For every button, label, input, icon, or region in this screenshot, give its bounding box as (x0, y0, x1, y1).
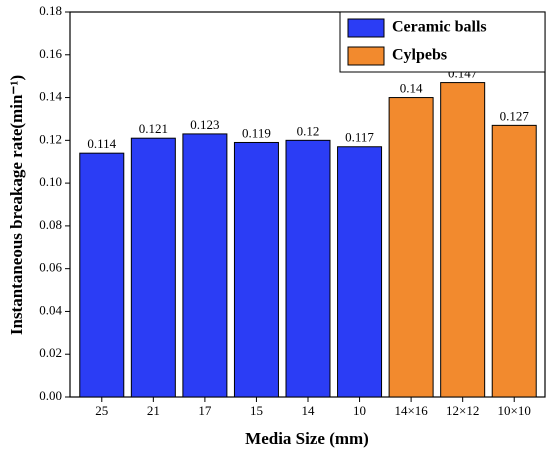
data-label: 0.119 (242, 125, 271, 140)
bar (491, 124, 537, 398)
x-tick-label: 10 (353, 403, 366, 418)
bar (388, 97, 434, 398)
bar (79, 152, 125, 398)
x-tick-label: 15 (250, 403, 263, 418)
x-tick-label: 21 (147, 403, 160, 418)
legend-swatch (347, 18, 385, 38)
data-label: 0.123 (190, 117, 219, 132)
bar (440, 82, 486, 398)
x-tick-label: 17 (198, 403, 212, 418)
x-tick-label: 12×12 (446, 403, 479, 418)
bar (337, 146, 383, 398)
y-tick-label: 0.10 (39, 174, 62, 189)
y-tick-label: 0.16 (39, 46, 62, 61)
data-label: 0.117 (345, 130, 374, 145)
x-tick-label: 25 (95, 403, 108, 418)
x-tick-label: 14 (302, 403, 316, 418)
y-tick-label: 0.04 (39, 302, 62, 317)
bar (233, 141, 279, 398)
x-axis-title: Media Size (mm) (245, 429, 369, 448)
y-tick-label: 0.18 (39, 3, 62, 18)
data-label: 0.114 (87, 136, 116, 151)
y-axis-title: Instantaneous breakage rate(min⁻¹) (7, 75, 26, 335)
data-label: 0.12 (297, 123, 320, 138)
data-label: 0.127 (500, 108, 530, 123)
legend-label: Ceramic balls (392, 19, 487, 36)
bar (182, 133, 228, 398)
y-tick-label: 0.06 (39, 260, 62, 275)
y-tick-label: 0.08 (39, 217, 62, 232)
legend-swatch (347, 46, 385, 66)
x-tick-label: 10×10 (498, 403, 531, 418)
bar (130, 137, 176, 398)
x-tick-label: 14×16 (394, 403, 428, 418)
bar (285, 139, 331, 398)
data-label: 0.121 (139, 121, 168, 136)
data-label: 0.14 (400, 81, 423, 96)
legend-label: Cylpebs (392, 47, 447, 64)
y-tick-label: 0.02 (39, 345, 62, 360)
y-tick-label: 0.12 (39, 131, 62, 146)
y-tick-label: 0.14 (39, 89, 62, 104)
y-tick-label: 0.00 (39, 388, 62, 403)
